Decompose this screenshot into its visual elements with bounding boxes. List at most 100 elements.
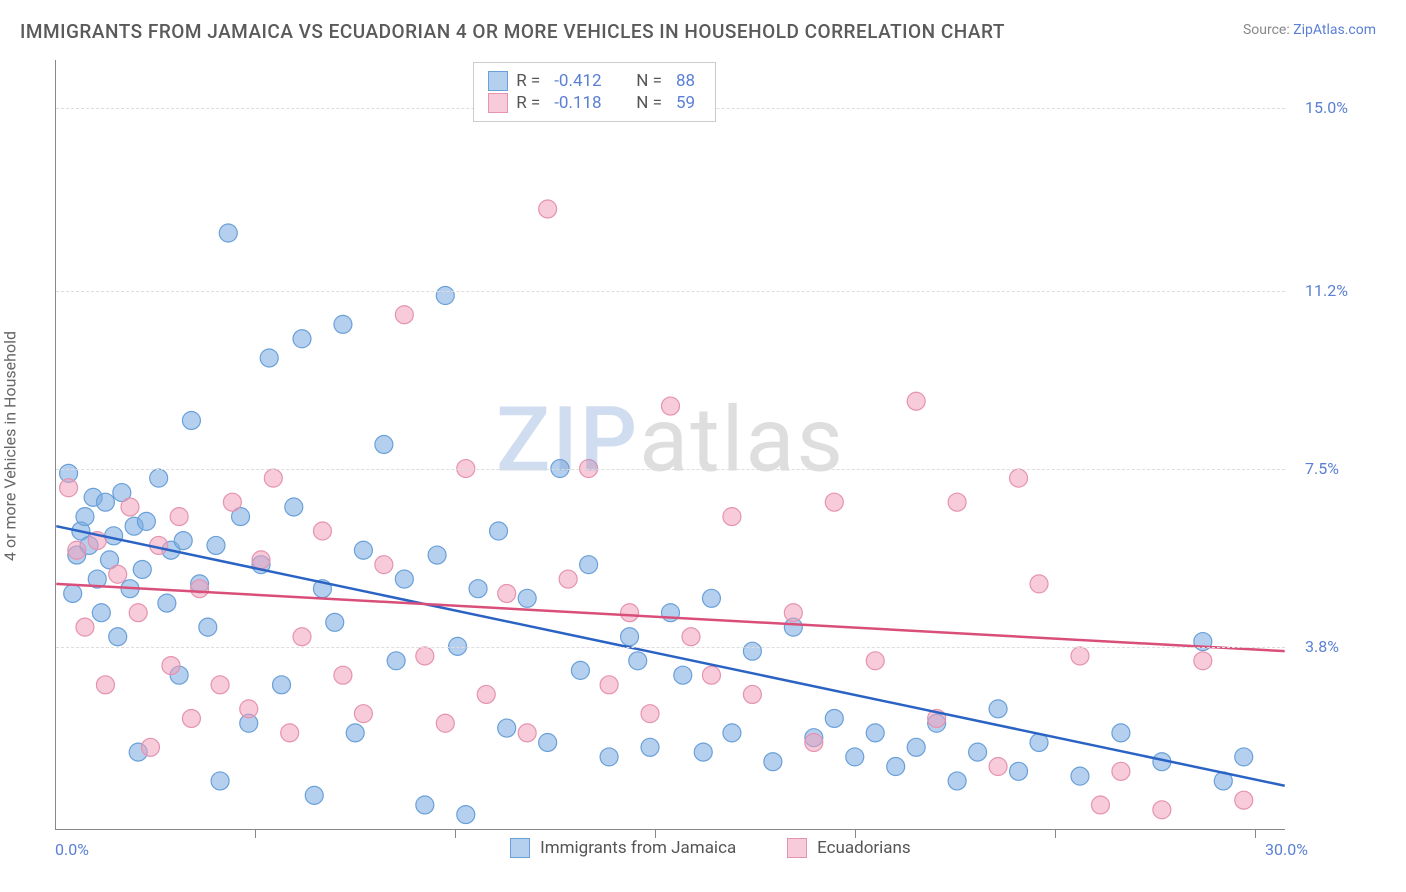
legend-n-label: N = (636, 93, 662, 113)
scatter-point (96, 676, 114, 694)
scatter-point (285, 498, 303, 516)
scatter-point (334, 315, 352, 333)
y-tick-label: 7.5% (1305, 459, 1339, 478)
scatter-point (252, 551, 270, 569)
gridline (56, 291, 1285, 292)
scatter-point (887, 758, 905, 776)
scatter-point (170, 508, 188, 526)
scatter-point (743, 685, 761, 703)
scatter-point (805, 733, 823, 751)
scatter-point (1030, 575, 1048, 593)
gridline (56, 469, 1285, 470)
scatter-point (264, 469, 282, 487)
scatter-point (223, 493, 241, 511)
legend-n-value: 59 (676, 93, 695, 113)
scatter-point (825, 493, 843, 511)
scatter-point (969, 743, 987, 761)
series-legend-item: Immigrants from Jamaica (510, 838, 736, 858)
scatter-point (346, 724, 364, 742)
scatter-point (96, 493, 114, 511)
scatter-point (866, 724, 884, 742)
scatter-point (1112, 724, 1130, 742)
legend-swatch (510, 838, 530, 858)
scatter-point (211, 772, 229, 790)
scatter-point (498, 585, 516, 603)
trend-line (56, 526, 1284, 786)
scatter-point (743, 642, 761, 660)
scatter-point (702, 666, 720, 684)
scatter-point (559, 570, 577, 588)
scatter-point (518, 589, 536, 607)
scatter-point (158, 594, 176, 612)
scatter-point (702, 589, 720, 607)
trend-line (56, 584, 1284, 651)
scatter-point (219, 224, 237, 242)
scatter-point (281, 724, 299, 742)
scatter-point (1235, 748, 1253, 766)
legend-n-value: 88 (676, 71, 695, 91)
y-tick-label: 3.8% (1305, 637, 1339, 656)
x-tick (1255, 830, 1256, 838)
scatter-point (490, 522, 508, 540)
plot-area: ZIPatlas (55, 60, 1285, 830)
scatter-point (416, 647, 434, 665)
scatter-point (1153, 801, 1171, 819)
x-tick (255, 830, 256, 838)
scatter-point (477, 685, 495, 703)
scatter-point (948, 772, 966, 790)
scatter-point (600, 676, 618, 694)
scatter-point (723, 724, 741, 742)
scatter-point (387, 652, 405, 670)
scatter-point (989, 700, 1007, 718)
legend-row: R = -0.412 N = 88 (488, 71, 701, 91)
scatter-point (469, 580, 487, 598)
scatter-point (133, 560, 151, 578)
scatter-point (674, 666, 692, 684)
scatter-point (1112, 762, 1130, 780)
scatter-point (354, 541, 372, 559)
scatter-point (293, 330, 311, 348)
scatter-point (76, 508, 94, 526)
scatter-point (436, 287, 454, 305)
scatter-point (191, 580, 209, 598)
scatter-point (109, 565, 127, 583)
scatter-point (354, 705, 372, 723)
scatter-point (76, 618, 94, 636)
scatter-point (211, 676, 229, 694)
scatter-point (64, 585, 82, 603)
legend-r-label: R = (516, 93, 540, 113)
legend-swatch (488, 93, 508, 113)
scatter-point (457, 806, 475, 824)
scatter-point (428, 546, 446, 564)
scatter-point (395, 306, 413, 324)
scatter-point (948, 493, 966, 511)
x-tick (1055, 830, 1056, 838)
scatter-point (1091, 796, 1109, 814)
scatter-point (629, 652, 647, 670)
scatter-point (60, 479, 78, 497)
scatter-point (846, 748, 864, 766)
scatter-point (260, 349, 278, 367)
legend-swatch (488, 71, 508, 91)
scatter-point (199, 618, 217, 636)
scatter-point (121, 498, 139, 516)
gridline (56, 647, 1285, 648)
scatter-point (989, 758, 1007, 776)
scatter-point (182, 709, 200, 727)
scatter-point (436, 714, 454, 732)
scatter-point (682, 628, 700, 646)
scatter-point (907, 392, 925, 410)
series-legend-item: Ecuadorians (787, 838, 911, 858)
source-link[interactable]: ZipAtlas.com (1293, 22, 1376, 38)
scatter-point (907, 738, 925, 756)
scatter-point (162, 657, 180, 675)
scatter-point (137, 512, 155, 530)
scatter-point (375, 436, 393, 454)
scatter-point (1071, 767, 1089, 785)
scatter-point (1071, 647, 1089, 665)
legend-series-label: Immigrants from Jamaica (540, 838, 736, 858)
scatter-point (662, 397, 680, 415)
scatter-point (764, 753, 782, 771)
source-prefix: Source: (1243, 22, 1293, 38)
scatter-point (641, 738, 659, 756)
